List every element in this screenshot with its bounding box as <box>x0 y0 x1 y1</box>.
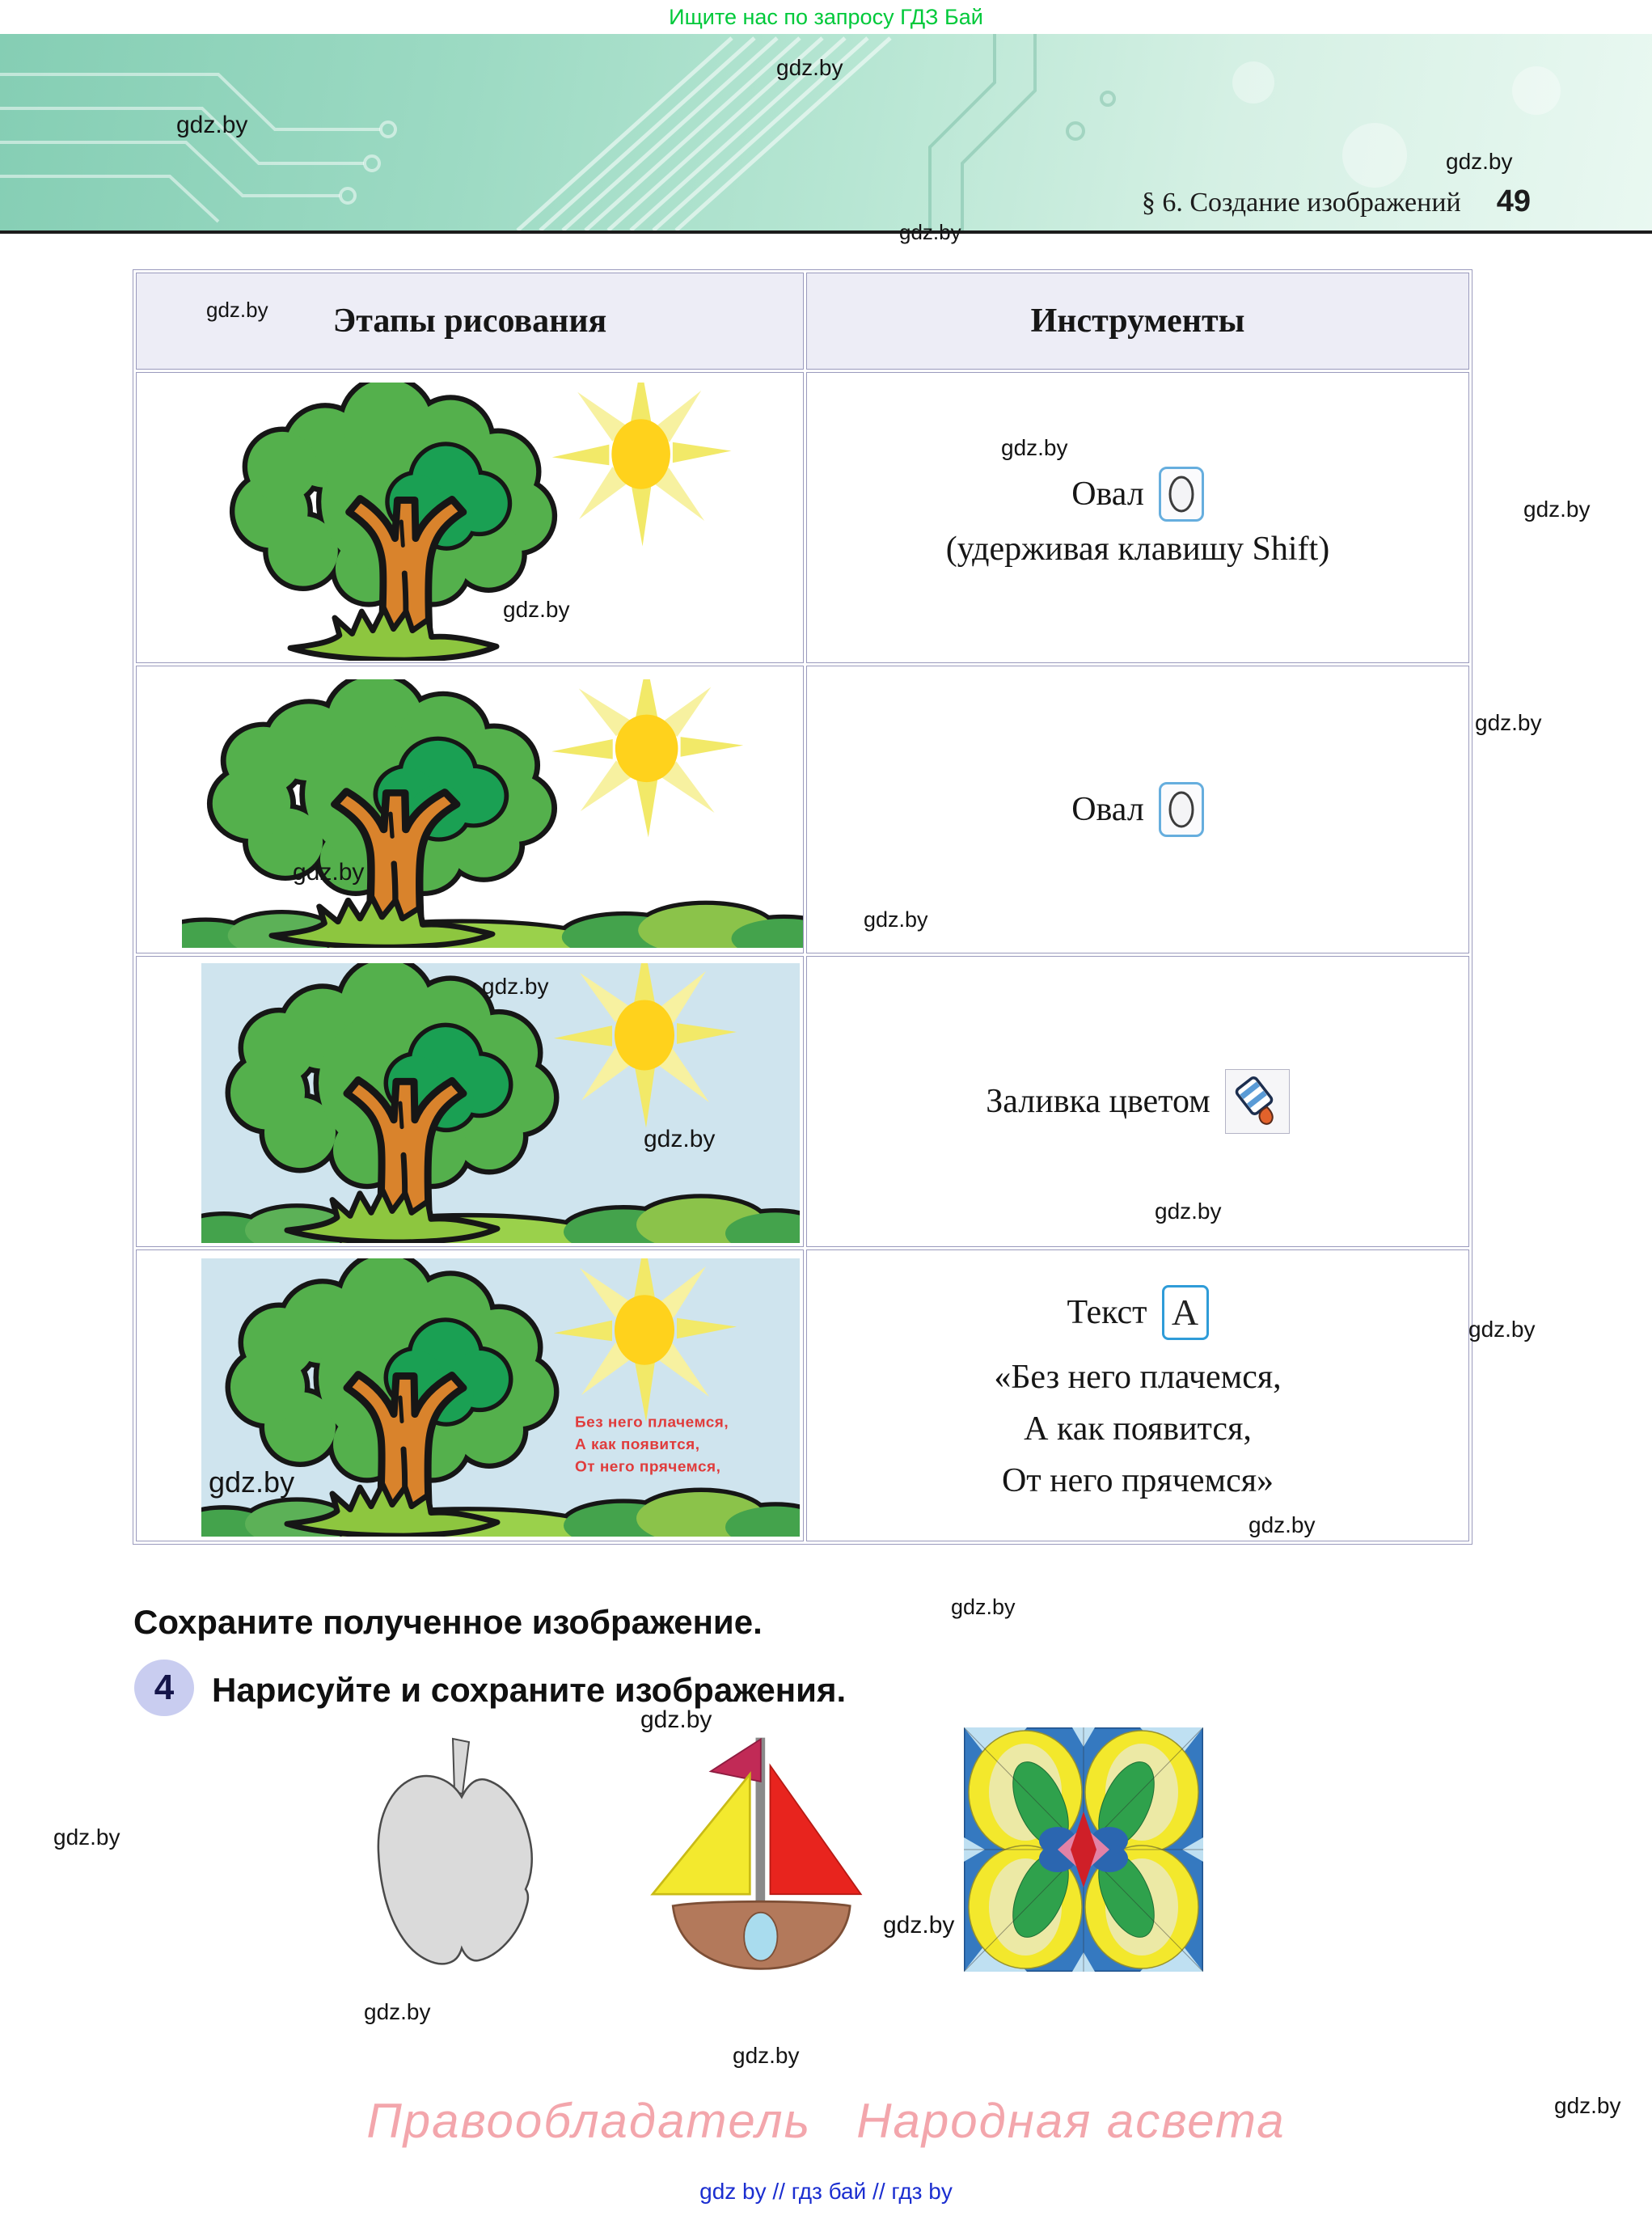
task-number-badge: 4 <box>134 1660 194 1716</box>
table-row: Овал (удерживая клавишу Shift) <box>136 372 1469 663</box>
apple-drawing <box>377 1737 533 1965</box>
gdz-watermark: gdz.by <box>293 859 365 886</box>
gdz-watermark: gdz.by <box>864 907 928 932</box>
task-text: Нарисуйте и сохраните изображения. <box>212 1671 847 1709</box>
gdz-watermark: gdz.by <box>1523 497 1591 522</box>
oval-icon <box>1158 467 1204 522</box>
riddle-line: «Без него плачемся, <box>994 1358 1282 1396</box>
drawing-steps-table: Этапы рисования Инструменты Овал <box>133 269 1472 1545</box>
gdz-watermark: gdz.by <box>176 112 248 138</box>
save-instruction: Сохраните полученное изображение. <box>133 1603 763 1641</box>
stage-image-2 <box>182 679 803 948</box>
column-header-stages: Этапы рисования <box>136 273 804 370</box>
oval-icon <box>1158 782 1204 837</box>
gdz-watermark: gdz.by <box>1468 1317 1536 1342</box>
tool-cell-row1: Овал (удерживая клавишу Shift) <box>806 372 1469 663</box>
stage-image-cell-2 <box>136 666 804 953</box>
fill-bucket-icon <box>1224 1069 1290 1134</box>
tool-cell-row3: Заливка цветом <box>806 956 1469 1247</box>
gdz-watermark: gdz.by <box>644 1126 716 1152</box>
gdz-watermark: gdz.by <box>1554 2093 1621 2118</box>
scene-riddle-line: От него прячемся, <box>575 1458 720 1475</box>
chapter-header: § 6. Создание изображений 49 <box>1142 184 1531 219</box>
scene-riddle-line: Без него плачемся, <box>575 1414 729 1431</box>
stage-image-cell-4: Без него плачемся, А как появится, От не… <box>136 1249 804 1541</box>
gdz-watermark: gdz.by <box>883 1912 955 1939</box>
riddle-text: «Без него плачемся, А как появится, От н… <box>807 1351 1468 1507</box>
riddle-line: От него прячемся» <box>1001 1461 1274 1499</box>
stage-image-cell-1 <box>136 372 804 663</box>
tool-label: Овал <box>1071 476 1144 513</box>
gdz-watermark: gdz.by <box>1446 149 1513 174</box>
table-row: Без него плачемся, А как появится, От не… <box>136 1249 1469 1541</box>
table-row: Овал <box>136 666 1469 953</box>
promo-banner: Ищите нас по запросу ГДЗ Бай <box>0 0 1652 34</box>
publisher-word: Правообладатель <box>366 2094 812 2148</box>
gdz-watermark: gdz.by <box>53 1824 120 1850</box>
table-header-row: Этапы рисования Инструменты <box>136 273 1469 370</box>
circuit-board-art <box>0 34 1561 230</box>
publisher-name: Народная асвета <box>856 2094 1286 2148</box>
gdz-watermark: gdz.by <box>899 220 961 244</box>
gdz-watermark: gdz.by <box>209 1465 295 1499</box>
table-row: Заливка цветом <box>136 956 1469 1247</box>
column-header-tools: Инструменты <box>806 273 1469 370</box>
gdz-watermark: gdz.by <box>482 974 549 999</box>
text-icon: A <box>1161 1284 1209 1340</box>
gdz-links[interactable]: gdz by // гдз бай // гдз by <box>699 2179 953 2204</box>
stage-image-cell-3 <box>136 956 804 1247</box>
gdz-watermark: gdz.by <box>503 597 570 622</box>
sailboat-drawing <box>650 1737 863 1970</box>
gdz-watermark: gdz.by <box>733 2043 800 2068</box>
gdz-watermark: gdz.by <box>1001 435 1068 460</box>
gdz-watermark: gdz.by <box>776 55 843 80</box>
page-number: 49 <box>1496 184 1531 218</box>
gdz-watermark: gdz.by <box>206 298 268 322</box>
gdz-watermark: gdz.by <box>1155 1199 1222 1224</box>
header-banner: § 6. Создание изображений 49 <box>0 34 1652 234</box>
promo-text: Ищите нас по запросу ГДЗ Бай <box>669 4 983 29</box>
tool-label: Заливка цветом <box>986 1083 1210 1120</box>
riddle-line: А как появится, <box>1024 1410 1252 1448</box>
ornament-drawing <box>964 1727 1203 1972</box>
scene-riddle-line: А как появится, <box>575 1435 700 1452</box>
gdz-watermark: gdz.by <box>364 1999 431 2024</box>
stage-image-3 <box>201 963 800 1243</box>
publisher-line: Правообладатель Народная асвета <box>0 2093 1652 2149</box>
tool-label: Текст <box>1067 1293 1147 1331</box>
gdz-watermark: gdz.by <box>951 1595 1016 1619</box>
tool-label: Овал <box>1071 791 1144 828</box>
section-title: § 6. Создание изображений <box>1141 188 1461 218</box>
stage-image-4: Без него плачемся, А как появится, От не… <box>201 1258 800 1537</box>
task-number: 4 <box>154 1668 175 1707</box>
tool-cell-row4: Текст A «Без него плачемся, А как появит… <box>806 1249 1469 1541</box>
text-icon-glyph: A <box>1171 1291 1199 1333</box>
tool-cell-row2: Овал <box>806 666 1469 953</box>
gdz-watermark: gdz.by <box>1475 710 1542 735</box>
gdz-watermark: gdz.by <box>1249 1512 1316 1537</box>
tool-note: (удерживая клавишу Shift) <box>945 531 1330 568</box>
gdz-watermark: gdz.by <box>640 1706 712 1733</box>
stage-image-1 <box>206 383 793 661</box>
